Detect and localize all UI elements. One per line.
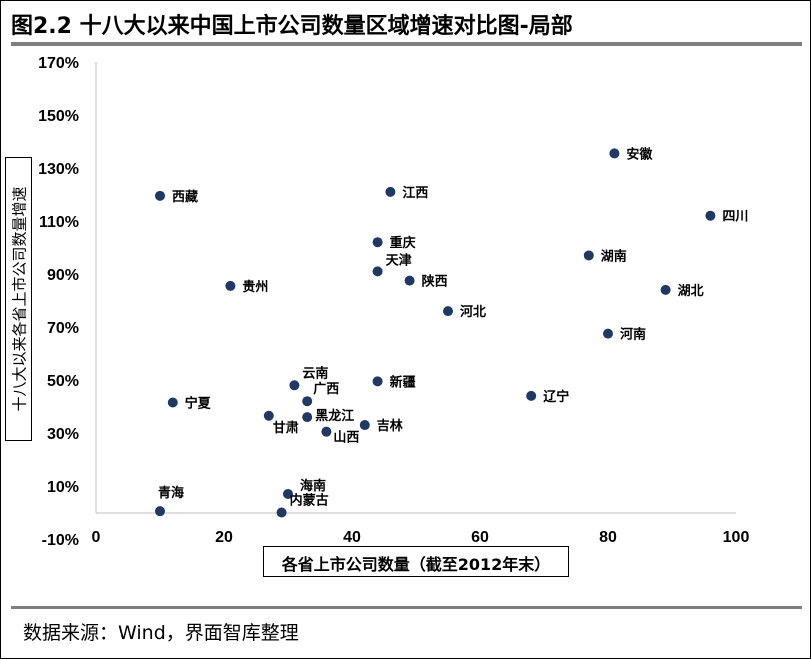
- data-point: [283, 488, 293, 499]
- y-tick-label: 30%: [47, 426, 79, 443]
- point-label: 江西: [402, 185, 428, 201]
- point-label: 湖北: [678, 284, 704, 299]
- point-label: 新疆: [390, 374, 416, 390]
- y-tick-label: 10%: [47, 479, 79, 496]
- data-point: [289, 380, 300, 391]
- point-label: 安徽: [626, 146, 653, 162]
- x-axis-title: 各省上市公司数量（截至2012年末）: [281, 555, 551, 574]
- point-label: 河北: [460, 304, 486, 320]
- x-tick-label: 0: [92, 529, 101, 546]
- point-label: 山西: [333, 430, 359, 446]
- data-point: [372, 376, 383, 387]
- figure-title: 图2.2 十八大以来中国上市公司数量区域增速对比图-局部: [11, 14, 573, 39]
- x-axis-title-box: 各省上市公司数量（截至2012年末）: [263, 546, 569, 577]
- x-tick-label: 60: [471, 529, 489, 546]
- point-label: 辽宁: [543, 389, 569, 405]
- x-tick-labels: 0 20 40 60 80 100: [92, 529, 750, 546]
- y-tick-label: 90%: [47, 267, 79, 284]
- data-point: [385, 186, 396, 197]
- x-tick-label: 100: [723, 529, 750, 546]
- data-point: [660, 284, 671, 295]
- data-point: [167, 397, 178, 408]
- y-tick-label: 150%: [38, 108, 79, 125]
- data-point: [372, 237, 383, 248]
- y-tick-label: 50%: [47, 373, 79, 390]
- data-point: [609, 148, 620, 159]
- y-axis-title-box: 十八大以来各省上市公司数量增速: [5, 157, 32, 441]
- point-label: 河南: [620, 327, 646, 343]
- source-note: 数据来源：Wind，界面智库整理: [23, 622, 299, 644]
- point-label: 黑龙江: [315, 408, 354, 424]
- data-point: [302, 396, 313, 407]
- data-point: [404, 275, 415, 286]
- point-label: 宁夏: [185, 396, 212, 412]
- y-tick-label: 170%: [38, 55, 79, 72]
- point-label: 广西: [313, 381, 339, 397]
- footer-rule: [11, 606, 802, 609]
- point-label: 云南: [302, 365, 328, 381]
- x-tick-label: 40: [343, 529, 361, 546]
- point-label: 贵州: [242, 279, 268, 295]
- point-label: 西藏: [172, 189, 198, 205]
- point-label: 青海: [158, 485, 184, 501]
- x-tick-label: 80: [599, 529, 617, 546]
- point-label: 陕西: [422, 274, 448, 290]
- y-tick-label: -10%: [42, 532, 79, 549]
- y-axis-title: 十八大以来各省上市公司数量增速: [10, 186, 28, 412]
- point-label: 湖南: [601, 248, 627, 264]
- point-label: 海南: [300, 478, 326, 494]
- data-point: [443, 306, 453, 317]
- data-point: [583, 250, 594, 261]
- point-label: 天津: [386, 252, 412, 268]
- data-point: [526, 390, 537, 401]
- data-point: [705, 210, 716, 221]
- y-tick-labels: -10% 10% 30% 50% 70% 90% 110% 130% 150% 170%: [38, 55, 79, 549]
- point-label: 甘肃: [273, 420, 299, 436]
- data-point: [276, 507, 287, 518]
- y-tick-label: 110%: [39, 214, 79, 231]
- data-point: [225, 280, 236, 291]
- data-point: [302, 412, 313, 423]
- title-rule: [11, 42, 802, 46]
- data-point: [263, 410, 274, 421]
- data-point: [155, 506, 165, 517]
- data-point: [359, 420, 370, 431]
- data-point: [321, 426, 332, 437]
- point-label: 重庆: [390, 235, 416, 251]
- y-tick-label: 130%: [38, 161, 79, 178]
- x-tick-label: 20: [215, 529, 233, 546]
- data-points: [155, 148, 716, 518]
- y-tick-label: 70%: [47, 320, 79, 337]
- axes: [95, 62, 736, 514]
- data-point: [155, 190, 165, 201]
- point-label: 四川: [722, 210, 748, 225]
- data-point: [603, 328, 613, 339]
- point-label: 吉林: [377, 418, 403, 434]
- point-label: 内蒙古: [290, 493, 329, 509]
- data-point: [372, 266, 383, 277]
